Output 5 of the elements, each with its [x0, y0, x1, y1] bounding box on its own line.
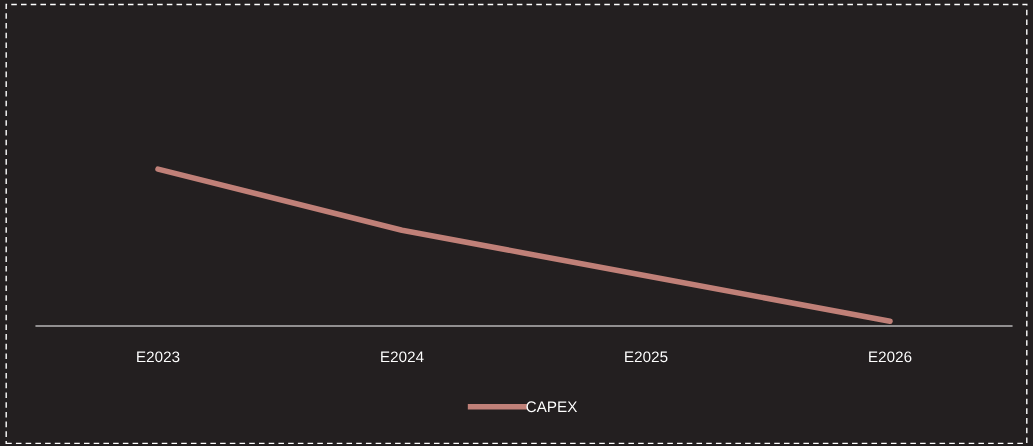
- x-tick-label: E2026: [869, 351, 912, 363]
- x-tick-label: E2024: [381, 351, 424, 363]
- x-tick-label: E2025: [625, 351, 668, 363]
- legend-label: CAPEX: [526, 401, 578, 413]
- x-tick-label: E2023: [137, 351, 180, 363]
